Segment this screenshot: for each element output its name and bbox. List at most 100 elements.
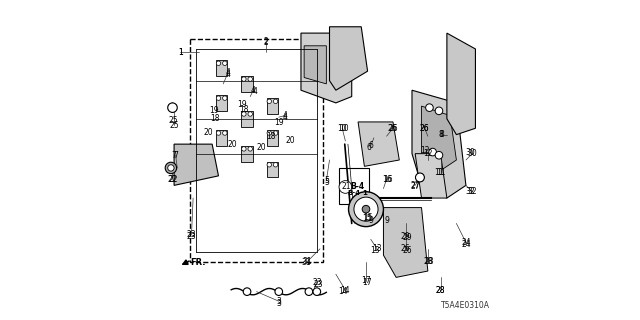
Bar xyxy=(241,146,253,162)
Circle shape xyxy=(248,112,252,116)
Text: 3: 3 xyxy=(276,297,281,306)
Polygon shape xyxy=(304,46,326,84)
Text: 25: 25 xyxy=(168,116,179,125)
Circle shape xyxy=(242,77,246,81)
Text: 13: 13 xyxy=(371,246,380,255)
Text: 31: 31 xyxy=(301,258,311,267)
Circle shape xyxy=(216,96,221,100)
Polygon shape xyxy=(330,27,367,90)
Text: 7: 7 xyxy=(172,151,177,160)
Text: 9: 9 xyxy=(368,216,373,225)
Polygon shape xyxy=(383,208,428,277)
Circle shape xyxy=(275,288,283,295)
Circle shape xyxy=(267,163,271,167)
Text: 4: 4 xyxy=(283,111,287,120)
Text: 22: 22 xyxy=(168,174,177,184)
Text: 10: 10 xyxy=(339,124,349,133)
Circle shape xyxy=(349,192,383,227)
Text: 2: 2 xyxy=(264,38,268,47)
Text: 26: 26 xyxy=(420,124,429,133)
Text: 11: 11 xyxy=(434,168,444,177)
Circle shape xyxy=(165,162,177,174)
Text: 28: 28 xyxy=(423,257,433,266)
Circle shape xyxy=(223,96,227,100)
Circle shape xyxy=(168,103,177,112)
Circle shape xyxy=(362,205,370,213)
Text: 11: 11 xyxy=(436,168,445,177)
Text: 6: 6 xyxy=(368,141,373,150)
Text: 27: 27 xyxy=(411,181,420,190)
Text: 1: 1 xyxy=(178,48,183,57)
Text: 26: 26 xyxy=(387,124,397,133)
Circle shape xyxy=(415,173,424,182)
Text: 20: 20 xyxy=(204,128,213,137)
Text: 9: 9 xyxy=(384,216,389,225)
Text: 7: 7 xyxy=(173,151,178,160)
Text: 31: 31 xyxy=(303,257,312,266)
Polygon shape xyxy=(415,154,447,198)
Circle shape xyxy=(168,165,174,171)
Text: 1: 1 xyxy=(178,48,183,57)
Text: 23: 23 xyxy=(314,280,323,289)
Text: 26: 26 xyxy=(419,124,429,133)
Circle shape xyxy=(248,77,252,81)
Text: 18: 18 xyxy=(211,114,220,123)
Text: 28: 28 xyxy=(425,257,434,266)
Text: 4: 4 xyxy=(253,87,257,96)
Text: 30: 30 xyxy=(467,149,477,158)
Text: 28: 28 xyxy=(436,285,445,295)
Text: B-4: B-4 xyxy=(350,182,365,191)
Text: 19: 19 xyxy=(237,100,247,109)
Text: 18: 18 xyxy=(266,132,276,141)
Text: 17: 17 xyxy=(361,276,371,285)
Bar xyxy=(216,95,227,111)
Circle shape xyxy=(342,183,349,191)
Circle shape xyxy=(313,288,321,295)
Text: 2: 2 xyxy=(264,36,268,45)
Polygon shape xyxy=(358,122,399,166)
Text: 17: 17 xyxy=(362,278,372,287)
Text: 10: 10 xyxy=(337,124,347,133)
Bar xyxy=(267,98,278,114)
Polygon shape xyxy=(412,90,466,198)
Circle shape xyxy=(223,61,227,66)
Text: 20: 20 xyxy=(228,140,237,149)
Text: 15: 15 xyxy=(363,212,372,222)
Text: 27: 27 xyxy=(410,181,420,190)
Text: 8: 8 xyxy=(438,130,443,139)
Text: 3: 3 xyxy=(276,299,281,308)
Bar xyxy=(216,60,227,76)
Circle shape xyxy=(248,147,252,151)
Text: 12: 12 xyxy=(423,149,433,158)
Bar xyxy=(241,111,253,127)
Circle shape xyxy=(354,197,378,221)
Text: 8: 8 xyxy=(440,130,445,139)
Text: 6: 6 xyxy=(367,143,372,152)
Text: 19: 19 xyxy=(209,106,218,115)
Bar xyxy=(241,76,253,92)
Text: 5: 5 xyxy=(324,176,329,185)
Circle shape xyxy=(429,148,436,156)
Circle shape xyxy=(435,107,443,115)
Text: 24: 24 xyxy=(461,240,472,249)
Text: 18: 18 xyxy=(239,105,248,114)
Text: 19: 19 xyxy=(274,118,284,127)
Circle shape xyxy=(339,180,352,193)
Polygon shape xyxy=(301,33,352,103)
Text: 4: 4 xyxy=(251,86,256,95)
Text: 29: 29 xyxy=(401,232,410,241)
Text: 21: 21 xyxy=(342,181,351,190)
Text: 26: 26 xyxy=(401,244,410,253)
Text: 4: 4 xyxy=(283,113,287,122)
Polygon shape xyxy=(174,144,218,185)
Text: 24: 24 xyxy=(461,238,471,247)
Circle shape xyxy=(273,163,278,167)
Text: 5: 5 xyxy=(324,178,329,187)
Polygon shape xyxy=(447,33,476,135)
Bar xyxy=(267,162,278,178)
Bar xyxy=(267,130,278,146)
Circle shape xyxy=(242,112,246,116)
Text: FR.: FR. xyxy=(190,258,205,267)
Circle shape xyxy=(435,151,443,159)
Text: 23: 23 xyxy=(187,230,196,239)
